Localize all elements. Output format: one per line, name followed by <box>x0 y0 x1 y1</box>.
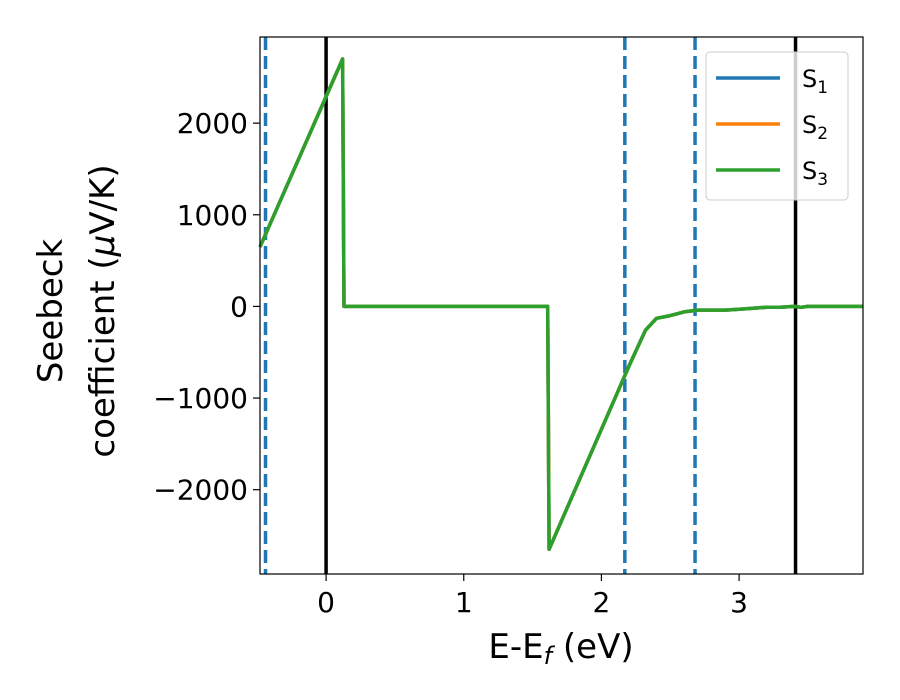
legend-box <box>705 51 849 201</box>
y-axis-label: Seebeck coefficient (μV/K) <box>31 164 123 457</box>
y-tick-label-0: 2000 <box>177 107 248 140</box>
legend-label-s3: S3 <box>802 157 828 190</box>
legend-label-s1: S1 <box>802 65 828 98</box>
x-axis-label: E-Ef (eV) <box>488 627 633 670</box>
axis-ticks: 0 1 2 3 2000 1000 0 −1000 −2000 <box>153 107 748 619</box>
plot-frame <box>259 36 864 575</box>
y-axis-label-line1: Seebeck <box>31 239 71 384</box>
y-axis-label-line2: coefficient (μV/K) <box>83 164 123 457</box>
y-tick-label-4: −2000 <box>153 474 248 507</box>
series-line-s3 <box>258 57 863 552</box>
x-tick-label-1: 1 <box>455 586 473 619</box>
legend-label-s2: S2 <box>802 111 828 144</box>
x-tick-label-3: 3 <box>730 586 748 619</box>
y-tick-label-2: 0 <box>230 290 248 323</box>
legend: S1 S2 S3 <box>705 51 849 201</box>
x-tick-label-0: 0 <box>317 586 335 619</box>
y-tick-label-3: −1000 <box>153 382 248 415</box>
y-tick-label-1: 1000 <box>177 199 248 232</box>
series-lines <box>258 57 863 552</box>
x-tick-label-2: 2 <box>593 586 611 619</box>
